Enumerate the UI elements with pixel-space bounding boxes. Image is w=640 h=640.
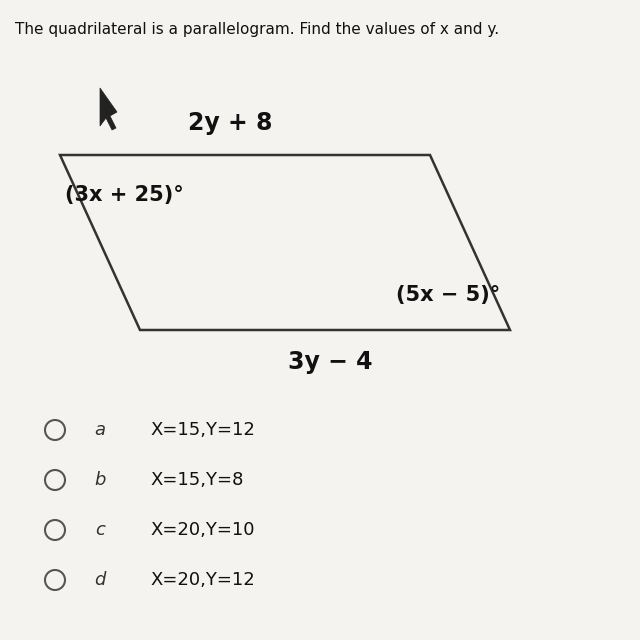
Text: The quadrilateral is a parallelogram. Find the values of x and y.: The quadrilateral is a parallelogram. Fi… <box>15 22 499 37</box>
Text: X=20,Y=10: X=20,Y=10 <box>150 521 255 539</box>
Text: d: d <box>94 571 106 589</box>
Text: X=15,Y=8: X=15,Y=8 <box>150 471 243 489</box>
Text: (5x − 5)°: (5x − 5)° <box>396 285 500 305</box>
Text: (3x + 25)°: (3x + 25)° <box>65 185 184 205</box>
Polygon shape <box>100 88 117 130</box>
Polygon shape <box>60 155 510 330</box>
Text: 3y − 4: 3y − 4 <box>288 350 372 374</box>
Text: X=20,Y=12: X=20,Y=12 <box>150 571 255 589</box>
Text: 2y + 8: 2y + 8 <box>188 111 272 135</box>
Text: X=15,Y=12: X=15,Y=12 <box>150 421 255 439</box>
Text: b: b <box>94 471 106 489</box>
Text: c: c <box>95 521 105 539</box>
Text: a: a <box>95 421 106 439</box>
